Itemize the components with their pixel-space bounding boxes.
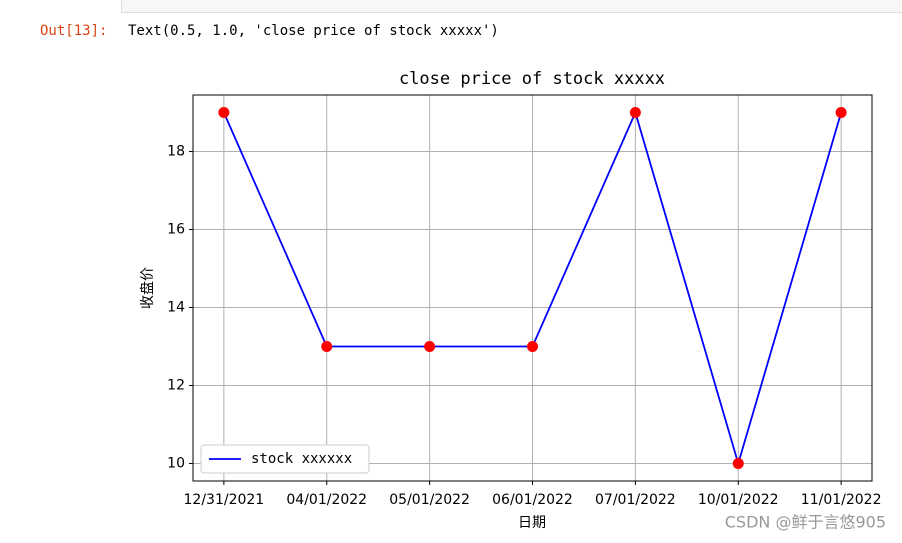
marker [732,457,744,469]
marker [321,340,333,352]
out-text: Text(0.5, 1.0, 'close price of stock xxx… [128,23,499,39]
out-prompt: Out[13]: [40,23,108,39]
y-axis-label: 收盘价 [139,267,156,309]
x-tick-label: 10/01/2022 [698,492,779,508]
marker [218,107,230,119]
x-tick-label: 05/01/2022 [389,492,470,508]
y-tick-label: 10 [167,455,185,471]
y-tick-label: 16 [167,222,185,238]
marker [835,107,847,119]
legend-box [200,444,370,474]
marker [629,107,641,119]
x-tick-label: 06/01/2022 [492,492,573,508]
y-tick-label: 18 [167,144,185,160]
y-tick-label: 12 [167,377,185,393]
marker [527,340,538,352]
x-tick-label: 04/01/2022 [286,492,367,508]
y-tick-label: 14 [167,299,185,315]
plot-frame [192,94,873,482]
watermark: CSDN @鲜于言悠905 [725,513,886,532]
x-axis-label: 日期 [518,515,546,531]
legend-label: stock xxxxxx [251,451,352,467]
x-tick-label: 11/01/2022 [801,492,882,508]
marker [424,340,436,352]
x-tick-label: 07/01/2022 [595,492,676,508]
chart-title: close price of stock xxxxx [399,69,665,89]
x-tick-label: 12/31/2021 [184,492,265,508]
prev-cell [121,0,902,13]
